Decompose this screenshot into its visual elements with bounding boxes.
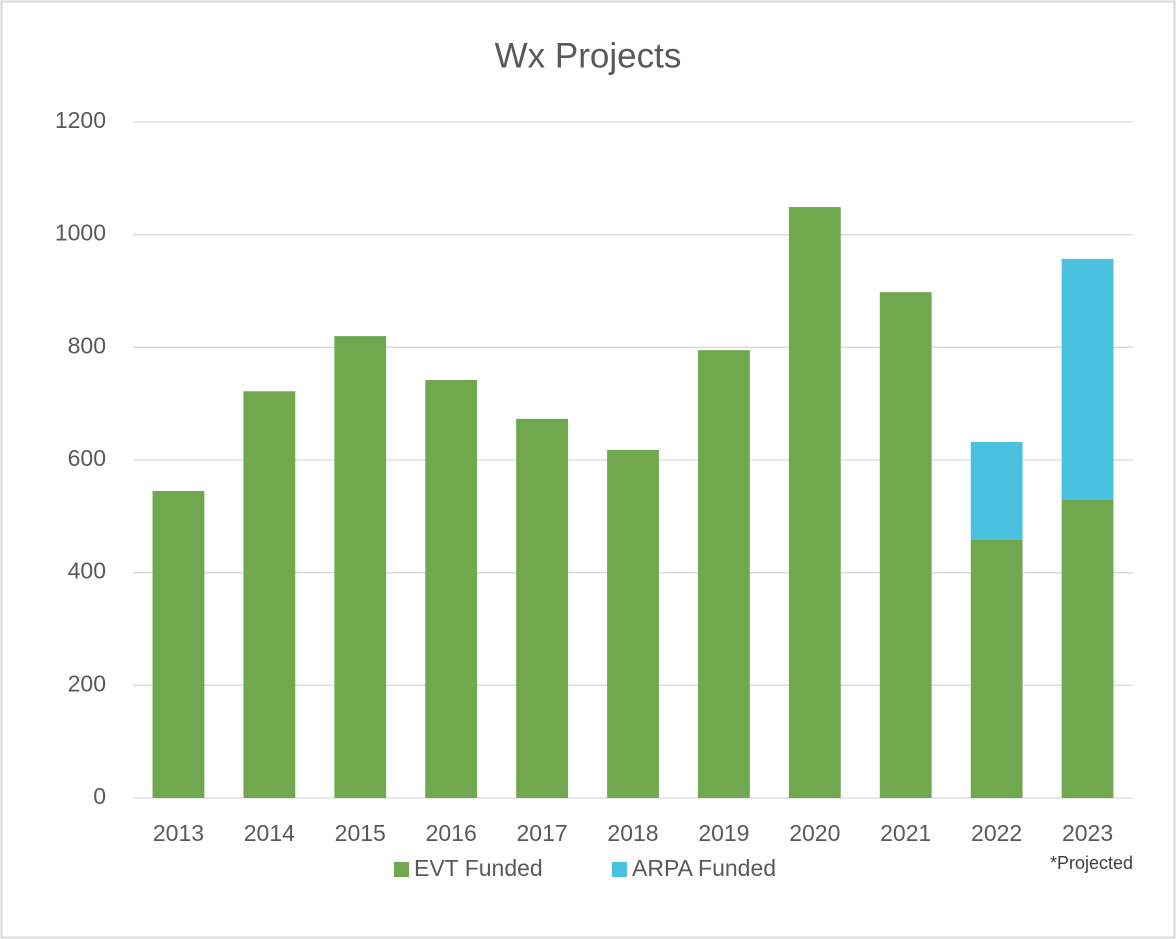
bar-segment <box>879 292 932 798</box>
legend-label: EVT Funded <box>414 855 543 881</box>
bar-segment <box>243 391 296 798</box>
bar-segment <box>970 441 1023 540</box>
y-tick-label: 200 <box>68 670 106 696</box>
x-tick-label: 2015 <box>335 820 386 846</box>
x-tick-label: 2023 <box>1062 820 1113 846</box>
x-tick-label: 2014 <box>244 820 295 846</box>
y-tick-label: 600 <box>68 445 106 471</box>
bar-segment <box>516 418 568 798</box>
x-tick-label: 2017 <box>517 820 568 846</box>
bar-segment <box>334 336 387 798</box>
x-tick-label: 2020 <box>789 820 840 846</box>
y-tick-label: 1000 <box>55 220 106 246</box>
legend-swatch <box>612 862 627 877</box>
x-tick-label: 2019 <box>698 820 749 846</box>
bar-segment <box>425 380 478 798</box>
bar-segment <box>607 449 659 798</box>
y-tick-label: 400 <box>68 558 106 584</box>
bar-segment <box>1061 258 1114 500</box>
chart-title: Wx Projects <box>495 36 682 75</box>
legend-swatch <box>394 862 409 877</box>
x-tick-label: 2021 <box>880 820 931 846</box>
x-tick-label: 2018 <box>607 820 658 846</box>
legend-label: ARPA Funded <box>632 855 776 881</box>
bar-segment <box>698 350 750 798</box>
y-tick-label: 800 <box>68 332 106 358</box>
x-tick-label: 2016 <box>426 820 477 846</box>
y-tick-label: 0 <box>93 783 106 809</box>
bar-segment <box>1061 499 1114 798</box>
bar-segment <box>152 490 205 798</box>
y-tick-label: 1200 <box>55 107 106 133</box>
annotation: *Projected <box>1050 853 1133 873</box>
x-tick-label: 2022 <box>971 820 1022 846</box>
x-tick-label: 2013 <box>153 820 204 846</box>
bar-segment <box>970 539 1023 798</box>
bar-segment <box>788 207 841 798</box>
